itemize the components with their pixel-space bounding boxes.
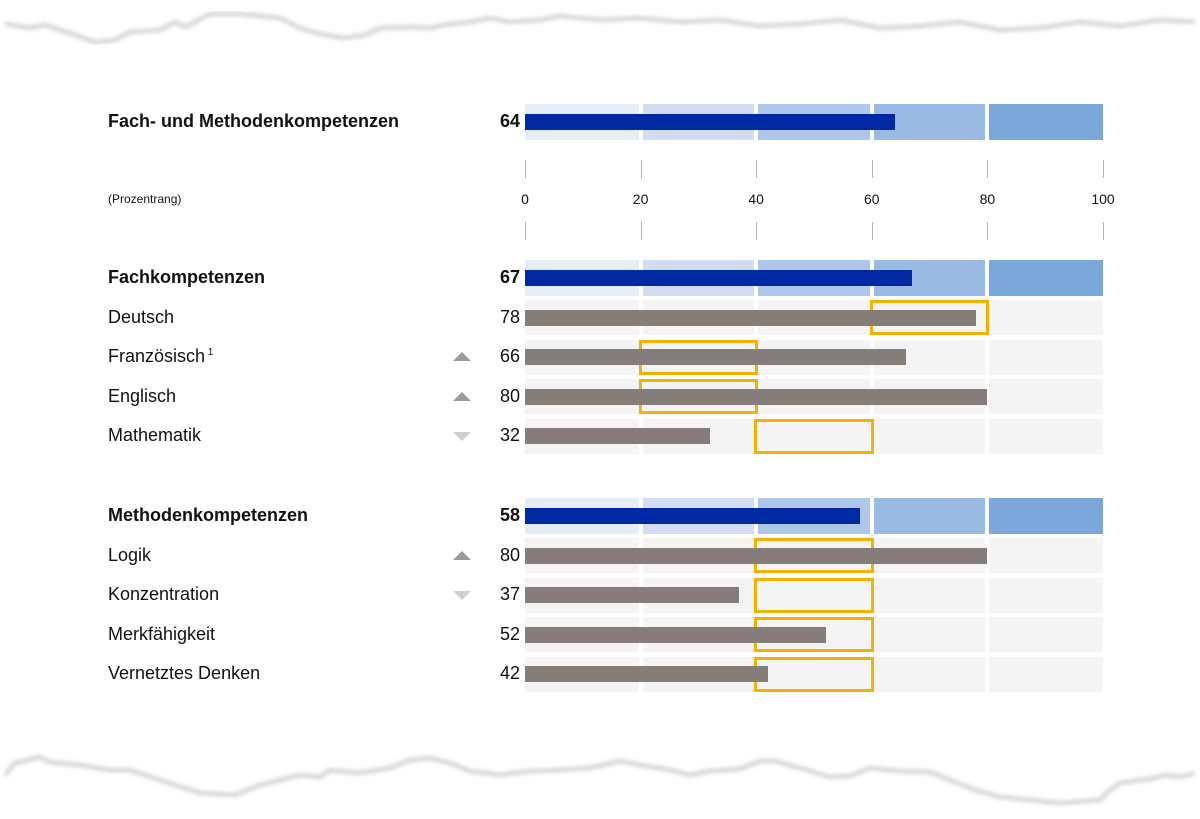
band-segment (989, 418, 1103, 454)
band-segment (989, 498, 1103, 534)
axis-tick-label: 0 (521, 191, 529, 207)
band-segment (758, 656, 870, 692)
score-bar (525, 388, 988, 405)
axis-tick (871, 222, 873, 240)
row-label: Konzentration (108, 584, 220, 604)
row-value: 80 (499, 544, 520, 565)
score-bar (525, 587, 739, 603)
reference-range-box (754, 656, 874, 692)
axis-tick-label: 60 (864, 191, 880, 207)
band-segment (873, 498, 986, 534)
axis-tick (640, 222, 642, 240)
trend-up-icon (453, 352, 471, 361)
row-value: 80 (499, 385, 520, 406)
row-label: Französisch 1 (108, 346, 214, 366)
band-segment (873, 656, 986, 692)
row-label: Logik (108, 544, 152, 565)
band-segment (989, 379, 1103, 414)
score-bar (525, 547, 988, 564)
row-value: 42 (499, 663, 520, 683)
unit-label: (Prozentrang) (108, 192, 182, 206)
axis-tick (987, 222, 989, 240)
row-label: Fachkompetenzen (108, 267, 266, 287)
score-bar (525, 428, 710, 444)
score-bar (525, 666, 768, 682)
row-value: 52 (499, 623, 520, 644)
trend-down-icon (453, 591, 471, 600)
row-value: 58 (499, 505, 520, 525)
band-segment (989, 339, 1103, 375)
summary-bar (525, 508, 861, 524)
band-segment (989, 538, 1103, 573)
row-label: Vernetztes Denken (108, 663, 261, 683)
row-label: Deutsch (108, 306, 175, 327)
band-segment (873, 617, 986, 652)
reference-range-box (754, 577, 874, 613)
axis-tick-label: 20 (632, 191, 649, 207)
band-segment (873, 418, 986, 454)
footnote-marker: 1 (205, 347, 214, 358)
score-bar (525, 626, 826, 643)
band-segment (989, 577, 1103, 613)
band-segment (989, 617, 1103, 652)
row-value: 66 (499, 346, 520, 366)
bottom-torn-edge (3, 754, 1196, 806)
row-value: 67 (499, 267, 520, 287)
row-label: Merkfähigkeit (108, 623, 216, 644)
axis-tick (640, 160, 642, 178)
row-value: 32 (499, 425, 520, 445)
row-label: Fach- und Methodenkompetenzen (108, 111, 400, 131)
row-value: 37 (499, 584, 520, 604)
trend-down-icon (453, 432, 471, 441)
row-label: Methodenkompetenzen (108, 505, 309, 525)
axis-tick (871, 160, 873, 178)
axis-tick (525, 222, 526, 240)
band-segment (989, 300, 1103, 335)
axis-tick-label: 40 (748, 191, 764, 207)
band-segment (989, 104, 1103, 140)
summary-bar (525, 114, 895, 130)
row-value: 64 (499, 111, 520, 131)
band-segment (873, 577, 986, 613)
trend-up-icon (453, 550, 471, 560)
axis-tick-label: 100 (1091, 191, 1115, 207)
axis-tick (756, 222, 758, 240)
row-value: 78 (499, 306, 520, 327)
score-bar (525, 349, 907, 365)
axis-tick (987, 160, 989, 178)
band-segment (989, 656, 1103, 692)
top-torn-edge (4, 12, 1196, 45)
axis-tick (525, 160, 526, 178)
axis-tick (756, 160, 758, 178)
score-bar (525, 309, 976, 326)
summary-bar (525, 270, 913, 286)
axis-tick (1103, 160, 1104, 178)
trend-up-icon (453, 391, 471, 401)
row-label: Mathematik (108, 425, 202, 445)
reference-range-box (754, 418, 874, 454)
band-segment (989, 260, 1103, 296)
axis-tick (1103, 222, 1104, 240)
axis-tick-label: 80 (979, 191, 996, 207)
row-label: Englisch (108, 385, 177, 406)
band-segment (758, 577, 870, 613)
band-segment (758, 418, 870, 454)
